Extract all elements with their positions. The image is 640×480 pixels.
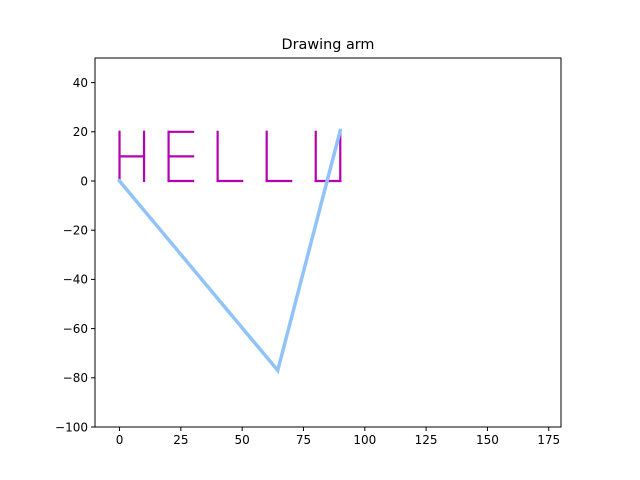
y-tick-label: 40	[73, 76, 88, 90]
x-tick-label: 125	[415, 433, 438, 447]
x-tick-label: 100	[353, 433, 376, 447]
axes: 0 25 50 75 100 125 150 175 −100 −80 −60 −40 −20 0 20 40	[55, 57, 562, 447]
y-tick-label: −100	[55, 420, 88, 434]
y-tick-label: −20	[63, 224, 88, 238]
y-tick-label: 20	[73, 125, 88, 139]
x-tick-label: 50	[235, 433, 250, 447]
y-tick-label: 0	[80, 174, 88, 188]
chart-title: Drawing arm	[282, 37, 375, 53]
y-tick-label: −40	[63, 273, 88, 287]
plot-area	[117, 128, 343, 375]
x-tick-label: 175	[537, 433, 560, 447]
axes-frame	[94, 57, 562, 428]
x-tick-label: 150	[476, 433, 499, 447]
x-tick-label: 75	[296, 433, 311, 447]
y-tick-label: −80	[63, 371, 88, 385]
x-tick-label: 0	[116, 433, 124, 447]
y-tick-label: −60	[63, 322, 88, 336]
x-tick-label: 25	[173, 433, 188, 447]
